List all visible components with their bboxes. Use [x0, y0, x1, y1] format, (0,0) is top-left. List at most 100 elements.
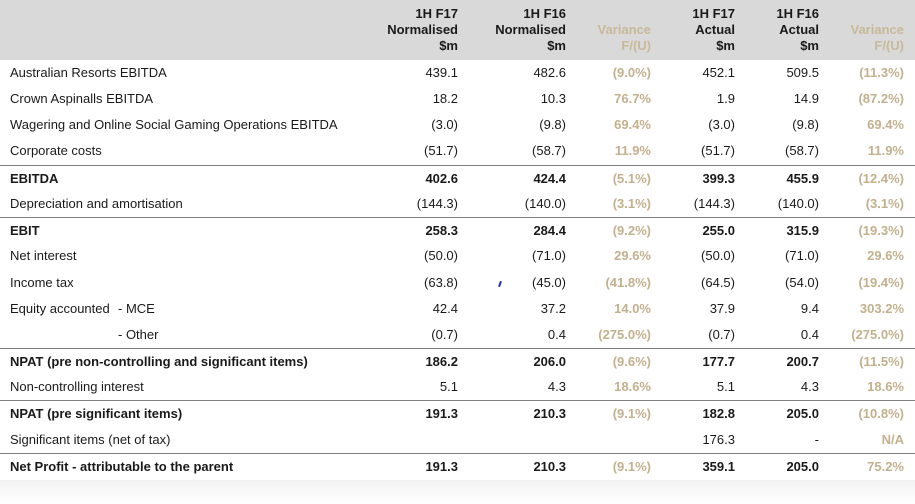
- table-row: Wagering and Online Social Gaming Operat…: [0, 112, 915, 138]
- row-sublabel: - Other: [118, 327, 159, 342]
- table-row: Australian Resorts EBITDA 439.1 482.6 (9.0%…: [0, 60, 915, 86]
- variance-cell: 29.6%: [614, 248, 651, 263]
- row-label: Net interest: [10, 248, 77, 263]
- variance-cell: (9.6%): [612, 354, 651, 369]
- value-cell: 509.5: [786, 65, 819, 80]
- row-label: Income tax: [10, 275, 74, 290]
- value-cell: 258.3: [425, 223, 458, 238]
- value-cell: (50.0): [424, 248, 458, 263]
- row-label: Corporate costs: [10, 143, 102, 158]
- value-cell: 37.9: [709, 301, 735, 316]
- value-cell: (51.7): [424, 143, 458, 158]
- value-cell: 42.4: [432, 301, 458, 316]
- footer-band: [0, 480, 915, 504]
- row-label: Significant items (net of tax): [10, 432, 171, 447]
- table-row: Significant items (net of tax) 176.3 - N/A: [0, 427, 915, 453]
- variance-cell: 76.7%: [614, 91, 651, 106]
- value-cell: (140.0): [524, 196, 566, 211]
- header-variance-normalised: Variance F/(U): [597, 22, 652, 53]
- value-cell: 0.4: [800, 327, 819, 342]
- row-label: EBITDA: [10, 171, 59, 186]
- variance-cell: (9.2%): [612, 223, 651, 238]
- value-cell: (0.7): [708, 327, 735, 342]
- value-cell: 9.4: [800, 301, 819, 316]
- value-cell: (58.7): [785, 143, 819, 158]
- value-cell: 455.9: [786, 171, 819, 186]
- variance-cell: (5.1%): [612, 171, 651, 186]
- row-label: NPAT (pre non-controlling and significan…: [10, 354, 308, 369]
- value-cell: 5.1: [439, 379, 458, 394]
- value-cell: 182.8: [702, 406, 735, 421]
- value-cell: 205.0: [786, 406, 819, 421]
- value-cell: (58.7): [532, 143, 566, 158]
- value-cell: (45.0): [532, 275, 566, 290]
- table-row: NPAT (pre non-controlling and significan…: [0, 348, 915, 375]
- header-1h-f16-normalised: 1H F16 Normalised $m: [495, 6, 566, 53]
- value-cell: 359.1: [702, 459, 735, 474]
- value-cell: (63.8): [424, 275, 458, 290]
- header-variance-actual: Variance F/(U): [850, 22, 905, 53]
- variance-cell: (9.1%): [612, 406, 651, 421]
- value-cell: 402.6: [425, 171, 458, 186]
- value-cell: (50.0): [701, 248, 735, 263]
- value-cell: 200.7: [786, 354, 819, 369]
- table-row: Equity accounted - MCE 42.4 37.2 14.0% 37.9 9.…: [0, 296, 915, 322]
- row-label: Depreciation and amortisation: [10, 196, 183, 211]
- table-row: Net Profit - attributable to the parent 1…: [0, 453, 915, 480]
- value-cell: (9.8): [539, 117, 566, 132]
- value-cell: 14.9: [793, 91, 819, 106]
- value-cell: 177.7: [702, 354, 735, 369]
- value-cell: 4.3: [800, 379, 819, 394]
- variance-cell: 69.4%: [867, 117, 904, 132]
- variance-cell: (275.0%): [851, 327, 904, 342]
- variance-cell: (11.5%): [859, 354, 904, 369]
- value-cell: 399.3: [702, 171, 735, 186]
- row-label: Non-controlling interest: [10, 379, 144, 394]
- value-cell: 210.3: [533, 406, 566, 421]
- variance-cell: 29.6%: [867, 248, 904, 263]
- row-label: NPAT (pre significant items): [10, 406, 183, 421]
- variance-cell: (87.2%): [858, 91, 904, 106]
- value-cell: 424.4: [533, 171, 566, 186]
- value-cell: 210.3: [533, 459, 566, 474]
- variance-cell: (11.3%): [859, 65, 904, 80]
- row-label: Crown Aspinalls EBITDA: [10, 91, 154, 106]
- variance-cell: 11.9%: [867, 143, 904, 158]
- table-row: Corporate costs (51.7) (58.7) 11.9% (51.7) (5…: [0, 138, 915, 164]
- variance-cell: (19.3%): [858, 223, 904, 238]
- value-cell: 18.2: [432, 91, 458, 106]
- variance-cell: (3.1%): [865, 196, 904, 211]
- value-cell: (71.0): [532, 248, 566, 263]
- variance-cell: N/A: [881, 432, 904, 447]
- row-sublabel: - MCE: [118, 301, 155, 316]
- variance-cell: 75.2%: [867, 459, 904, 474]
- table-header: [0, 0, 915, 60]
- value-cell: 315.9: [786, 223, 819, 238]
- value-cell: 0.4: [547, 327, 566, 342]
- variance-cell: (19.4%): [858, 275, 904, 290]
- header-1h-f17-normalised: 1H F17 Normalised $m: [387, 6, 458, 53]
- table-row: NPAT (pre significant items) 191.3 210.3 (9…: [0, 400, 915, 427]
- header-1h-f17-actual: 1H F17 Actual $m: [692, 6, 735, 53]
- table-row: EBITDA 402.6 424.4 (5.1%) 399.3 455.9 (12.4%): [0, 165, 915, 192]
- row-label: Net Profit - attributable to the parent: [10, 459, 234, 474]
- value-cell: (71.0): [785, 248, 819, 263]
- table-row: Depreciation and amortisation (144.3) (140…: [0, 191, 915, 217]
- value-cell: (3.0): [431, 117, 458, 132]
- value-cell: (3.0): [708, 117, 735, 132]
- value-cell: 1.9: [716, 91, 735, 106]
- value-cell: (144.3): [693, 196, 735, 211]
- row-label: Wagering and Online Social Gaming Operat…: [10, 117, 338, 132]
- value-cell: 37.2: [540, 301, 566, 316]
- row-label: Equity accounted: [10, 301, 110, 316]
- variance-cell: (10.8%): [858, 406, 904, 421]
- table-row: Income tax (63.8) (45.0) (41.8%) (64.5) (54.0…: [0, 270, 915, 296]
- table-row: - Other (0.7) 0.4 (275.0%) (0.7) 0.4 (275.0%): [0, 322, 915, 348]
- variance-cell: 11.9%: [614, 143, 651, 158]
- value-cell: 205.0: [786, 459, 819, 474]
- row-label: Australian Resorts EBITDA: [10, 65, 167, 80]
- value-cell: 284.4: [533, 223, 566, 238]
- value-cell: 186.2: [425, 354, 458, 369]
- variance-cell: 18.6%: [614, 379, 651, 394]
- value-cell: 191.3: [425, 459, 458, 474]
